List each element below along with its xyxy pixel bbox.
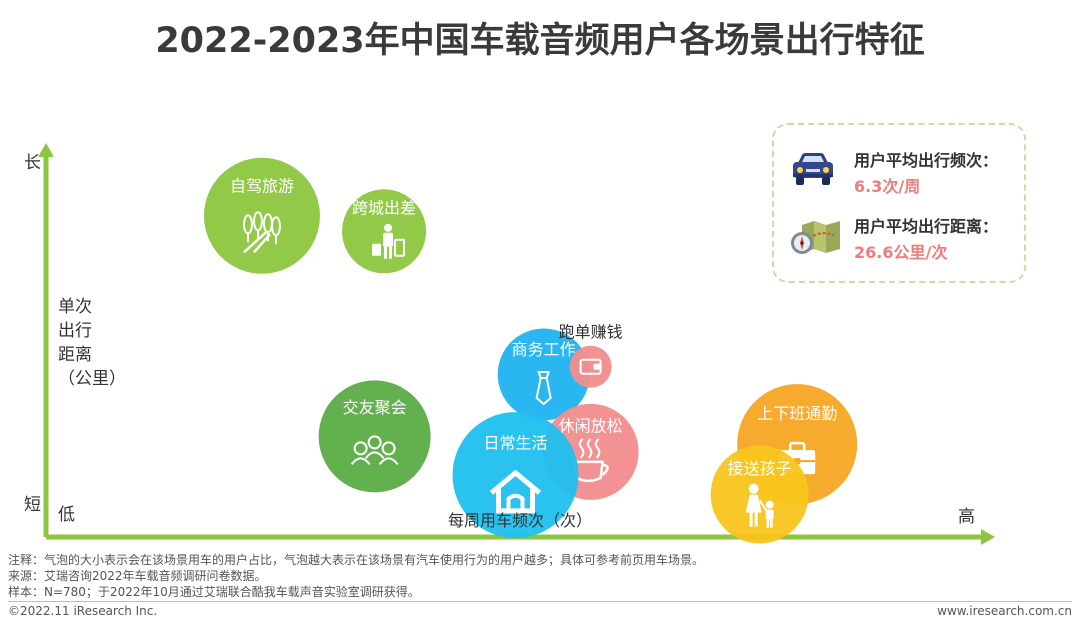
wallet-icon: [579, 358, 602, 375]
necktie-icon: [535, 370, 552, 406]
map-compass-icon: [791, 221, 840, 254]
y-axis-title: 单次出行距离（公里）: [58, 297, 126, 389]
bubble-label: 跑单赚钱: [559, 323, 623, 342]
notes: 注释：气泡的大小表示会在该场景用车的用户占比，气泡越大表示在该场景有汽车使用行为…: [8, 552, 704, 600]
sample-line: 样本：N=780；于2022年10月通过艾瑞联合酷我车载声音实验室调研获得。: [8, 585, 420, 599]
bubble-circle: [569, 345, 612, 388]
bubble-8: 接送孩子: [710, 445, 809, 544]
footer-divider: [8, 601, 1072, 602]
bubble-circle: [710, 445, 809, 544]
car-icon: [793, 153, 833, 185]
bubble-circle: [497, 328, 590, 421]
bubble-label: 日常生活: [483, 434, 547, 453]
friends-group-icon: [350, 435, 399, 466]
x-axis-arrow: [981, 529, 995, 545]
bubble-label: 交友聚会: [343, 398, 407, 417]
bubble-2: 交友聚会: [318, 380, 431, 493]
traveler-luggage-icon: [372, 223, 406, 259]
frequency-value: 6.3次/周: [854, 177, 921, 196]
source-line: 来源：艾瑞咨询2022年车载音频调研问卷数据。: [8, 569, 267, 583]
y-axis-arrow: [38, 143, 54, 157]
y-axis-low-label: 短: [24, 495, 41, 515]
bubble-1: 跨城出差: [342, 189, 427, 274]
parent-child-icon: [745, 483, 774, 528]
y-axis-high-label: 长: [24, 153, 41, 173]
distance-row: 用户平均出行距离： 26.6公里/次: [788, 213, 1018, 269]
bubble-3: 商务工作: [497, 328, 590, 421]
distance-label: 用户平均出行距离：: [854, 217, 999, 236]
forest-road-icon: [242, 211, 281, 254]
axis-labels: 长 短 低 高 每周用车频次（次） 单次出行距离（公里）: [24, 153, 975, 530]
x-axis-title: 每周用车频次（次）: [448, 511, 592, 530]
bubble-label: 自驾旅游: [230, 176, 294, 195]
x-axis-high-label: 高: [958, 507, 975, 527]
copyright: ©2022.11 iResearch Inc.: [8, 604, 158, 618]
page-title: 2022-2023年中国车载音频用户各场景出行特征: [155, 21, 925, 61]
distance-value: 26.6公里/次: [854, 243, 948, 262]
x-axis-low-label: 低: [58, 505, 75, 525]
bubble-label: 商务工作: [512, 340, 576, 359]
bubble-0: 自驾旅游: [203, 157, 320, 274]
frequency-label: 用户平均出行频次：: [854, 151, 999, 170]
bubble-label: 跨城出差: [352, 199, 416, 218]
bubble-4: 跑单赚钱: [559, 323, 623, 388]
frequency-row: 用户平均出行频次： 6.3次/周: [788, 147, 1018, 203]
bubble-label: 休闲放松: [559, 417, 623, 436]
note-line: 注释：气泡的大小表示会在该场景用车的用户占比，气泡越大表示在该场景有汽车使用行为…: [8, 553, 705, 567]
bubble-label: 上下班通勤: [757, 404, 837, 423]
home-icon: [489, 470, 542, 514]
website: www.iresearch.com.cn: [937, 604, 1072, 618]
bubble-6: 日常生活: [452, 412, 579, 539]
bubble-label: 接送孩子: [728, 459, 792, 478]
summary-legend: 用户平均出行频次： 6.3次/周 用户平均出行距离： 26.6公里/次: [772, 123, 1026, 283]
